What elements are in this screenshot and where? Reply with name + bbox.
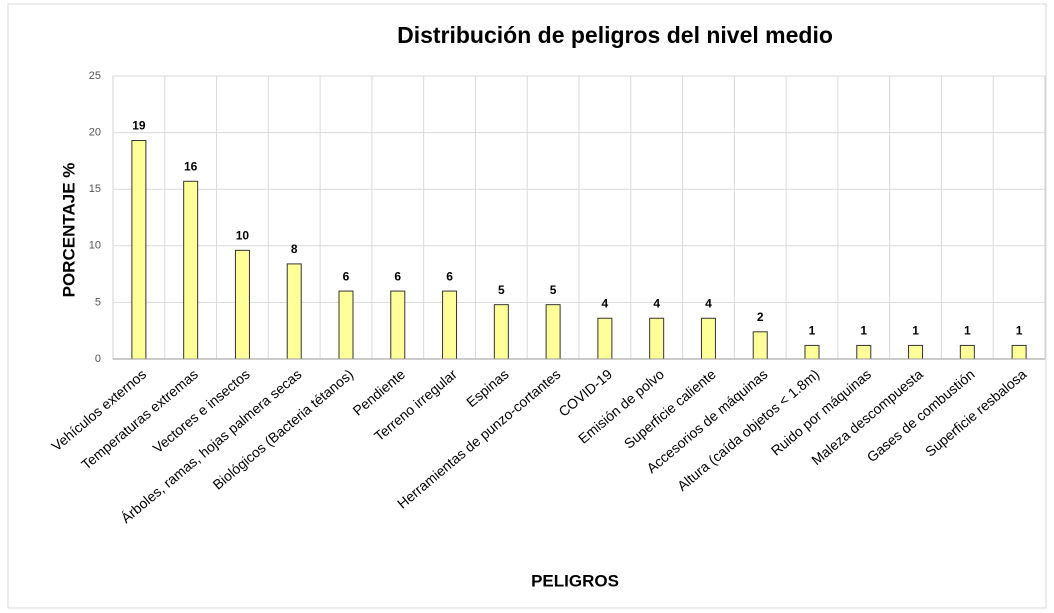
bar xyxy=(286,263,302,360)
bar xyxy=(183,180,199,360)
bar xyxy=(597,317,613,360)
value-label: 6 xyxy=(343,269,350,283)
bar xyxy=(442,290,458,360)
value-label: 2 xyxy=(757,310,764,324)
value-label: 4 xyxy=(602,296,609,310)
value-label: 1 xyxy=(912,324,919,338)
bar xyxy=(1011,344,1027,360)
bar xyxy=(752,331,768,360)
value-label: 4 xyxy=(705,296,712,310)
bar xyxy=(908,344,924,360)
value-label: 6 xyxy=(446,269,453,283)
bar xyxy=(234,249,250,360)
bar xyxy=(649,317,665,360)
bar xyxy=(856,344,872,360)
y-tick-label: 0 xyxy=(95,353,101,365)
chart-title: Distribución de peligros del nivel medio xyxy=(397,22,833,48)
value-label: 6 xyxy=(394,269,401,283)
value-label: 1 xyxy=(1016,324,1023,338)
value-label: 4 xyxy=(653,296,660,310)
y-tick-label: 15 xyxy=(89,183,101,195)
value-label: 1 xyxy=(964,324,971,338)
y-tick-label: 25 xyxy=(89,70,101,82)
x-axis-label: PELIGROS xyxy=(531,571,619,590)
value-label: 10 xyxy=(236,228,250,242)
y-tick-label: 5 xyxy=(95,296,101,308)
bar xyxy=(804,344,820,360)
bar xyxy=(959,344,975,360)
value-label: 8 xyxy=(291,242,298,256)
bar xyxy=(131,140,147,360)
bar xyxy=(545,304,561,360)
bar xyxy=(338,290,354,360)
value-label: 5 xyxy=(550,283,557,297)
value-label: 19 xyxy=(132,119,146,133)
value-label: 16 xyxy=(184,159,198,173)
value-label: 5 xyxy=(498,283,505,297)
bar xyxy=(700,317,716,360)
bar xyxy=(493,304,509,360)
y-tick-label: 20 xyxy=(89,127,101,139)
y-axis-label: PORCENTAJE % xyxy=(59,163,78,298)
bar xyxy=(390,290,406,360)
value-label: 1 xyxy=(860,324,867,338)
value-label: 1 xyxy=(809,324,816,338)
y-tick-label: 10 xyxy=(89,240,101,252)
